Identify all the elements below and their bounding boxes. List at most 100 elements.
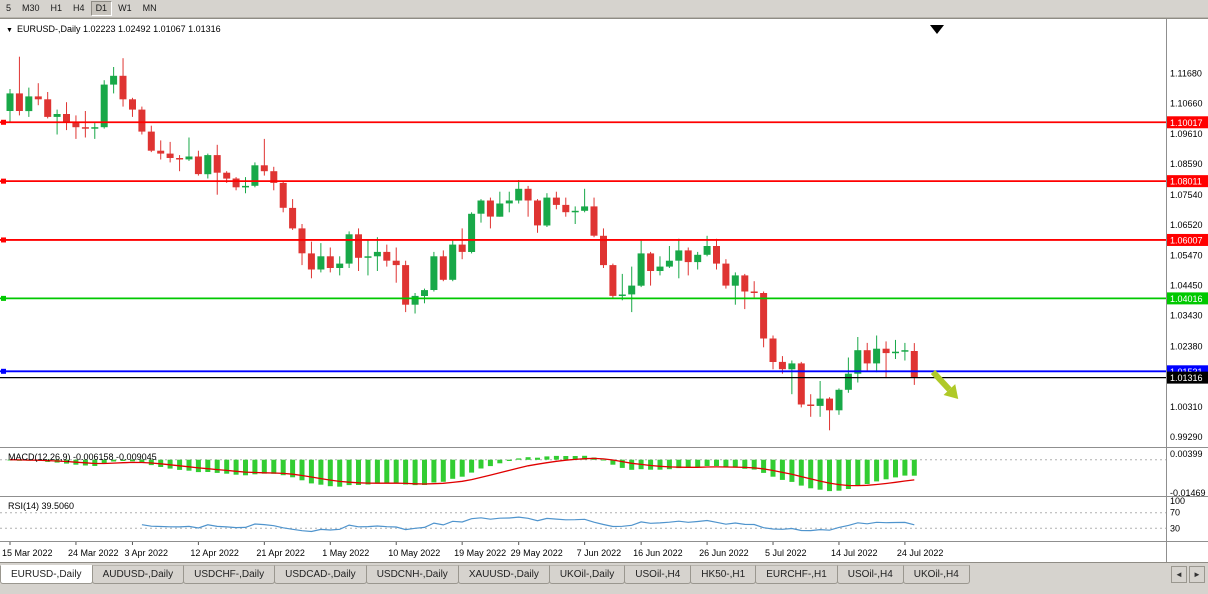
timeframe-button-D1[interactable]: D1 [90, 1, 113, 16]
chart-dropdown-icon[interactable]: ▼ [6, 27, 13, 34]
candle-body [15, 93, 23, 111]
hline-handle[interactable] [1, 178, 6, 184]
macd-bar [601, 459, 606, 461]
symbol-tab-USOil-H4[interactable]: USOil-,H4 [624, 565, 692, 584]
timeframe-toolbar: 5 M30 H1 H4 D1 W1 MN [0, 0, 1208, 18]
candle-body [345, 234, 353, 264]
candle-body [901, 350, 909, 352]
candle-body [63, 114, 70, 123]
candle-body [703, 246, 711, 255]
price-tag-label: 1.10017 [1170, 118, 1203, 128]
macd-bar [393, 459, 399, 483]
macd-bar [685, 459, 691, 468]
trend-arrow-shaft [930, 369, 952, 392]
candle-body [147, 131, 155, 151]
candle-body [797, 363, 805, 405]
timeframe-button-H1[interactable]: H1 [45, 1, 68, 16]
candle-body [486, 200, 494, 217]
candle-body [524, 188, 532, 201]
date-label: 29 May 2022 [511, 548, 563, 558]
macd-bar [761, 459, 767, 473]
candle-body [430, 256, 438, 290]
candle-body [873, 348, 881, 364]
symbol-tab-XAUUSD-Daily[interactable]: XAUUSD-,Daily [457, 565, 550, 584]
candle-body [279, 182, 287, 208]
timeframe-button-W1[interactable]: W1 [113, 1, 137, 16]
symbol-tab-EURCHF-H1[interactable]: EURCHF-,H1 [755, 565, 838, 584]
candle-body [760, 293, 768, 339]
macd-bar [374, 459, 380, 484]
price-axis-label: 1.11680 [1170, 69, 1202, 79]
tab-scroll-right-button[interactable]: ► [1189, 566, 1205, 583]
candle-body [72, 122, 80, 128]
hline-handle[interactable] [1, 368, 6, 374]
candle-body [185, 156, 193, 160]
candle-body [242, 185, 249, 188]
candle-body [439, 256, 447, 280]
chart-title: EURUSD-,Daily 1.02223 1.02492 1.01067 1.… [17, 24, 221, 34]
macd-bar [789, 459, 795, 482]
symbol-tab-USDCHF-Daily[interactable]: USDCHF-,Daily [183, 565, 276, 584]
price-axis[interactable]: 1.11680 1.10660 1.09610 1.08590 1.07540 1.065… [1170, 69, 1203, 443]
price-tag-box [1167, 371, 1208, 384]
macd-bar [318, 459, 324, 485]
candle-body [684, 250, 692, 263]
candle-body [600, 235, 607, 266]
macd-bar [243, 459, 248, 476]
timeframe-button-H4[interactable]: H4 [68, 1, 90, 16]
macd-bar [205, 459, 211, 472]
macd-bar [356, 459, 361, 485]
price-axis-label: 1.07540 [1170, 190, 1203, 200]
hline-handle[interactable] [1, 237, 6, 243]
candle-body [675, 250, 683, 261]
timeframe-button-M30[interactable]: M30 [17, 1, 45, 16]
macd-bar [535, 457, 540, 460]
tab-scroll-left-button[interactable]: ◄ [1171, 566, 1187, 583]
macd-signal-line [9, 457, 915, 487]
trend-arrow[interactable] [927, 367, 964, 405]
macd-bar [902, 459, 908, 476]
macd-bar [798, 459, 804, 486]
macd-bar [308, 459, 314, 484]
symbol-tab-HK50-H1[interactable]: HK50-,H1 [690, 565, 757, 584]
candle-body [731, 275, 739, 286]
symbol-tab-AUDUSD-Daily[interactable]: AUDUSD-,Daily [91, 565, 185, 584]
candle-body [722, 263, 730, 286]
price-tag-label: 1.04016 [1170, 294, 1203, 304]
candlesticks [6, 56, 918, 431]
date-label: 24 Mar 2022 [68, 548, 119, 558]
hline-handle[interactable] [1, 119, 6, 125]
candle-body [232, 178, 240, 188]
symbol-tab-bar: EURUSD-,Daily AUDUSD-,Daily USDCHF-,Daily U… [0, 562, 1208, 594]
symbol-tab-USDCAD-Daily[interactable]: USDCAD-,Daily [274, 565, 367, 584]
price-tag-box [1167, 292, 1208, 305]
hline-handle[interactable] [1, 295, 6, 301]
chart-background [0, 19, 1208, 562]
macd-bar [130, 459, 135, 462]
symbol-tab-UKOil-Daily[interactable]: UKOil-,Daily [548, 565, 626, 584]
macd-bar [469, 459, 475, 473]
symbol-tab-EURUSD-Daily[interactable]: EURUSD-,Daily [0, 565, 93, 584]
chart-shift-icon[interactable] [930, 25, 944, 34]
macd-bar [582, 455, 588, 460]
macd-bar [327, 459, 333, 487]
date-label: 26 Jun 2022 [699, 548, 749, 558]
timeframe-button-MN[interactable]: MN [137, 1, 162, 16]
macd-label: MACD(12,26,9) -0.006158 -0.009045 [8, 452, 157, 462]
symbol-tab-USOil-H4[interactable]: USOil-,H4 [836, 565, 904, 584]
chart-canvas[interactable]: 1.11680 1.10660 1.09610 1.08590 1.07540 1.065… [0, 19, 1208, 562]
date-axis[interactable]: 15 Mar 2022 24 Mar 2022 3 Apr 2022 12 Apr 2… [2, 542, 943, 558]
candle-body [364, 256, 372, 258]
date-label: 21 Apr 2022 [256, 548, 305, 558]
candle-body [477, 200, 485, 214]
candle-body [656, 266, 664, 271]
candle-body [44, 99, 52, 117]
candle-body [647, 253, 655, 271]
symbol-tab-USDCNH-Daily[interactable]: USDCNH-,Daily [365, 565, 459, 584]
rsi-line [141, 516, 915, 533]
timeframe-button-5[interactable]: 5 [1, 1, 17, 16]
candle-body [25, 96, 33, 112]
symbol-tab-UKOil-H4[interactable]: UKOil-,H4 [902, 565, 970, 584]
price-axis-label: 1.02380 [1170, 341, 1203, 351]
macd-bar [893, 459, 898, 478]
